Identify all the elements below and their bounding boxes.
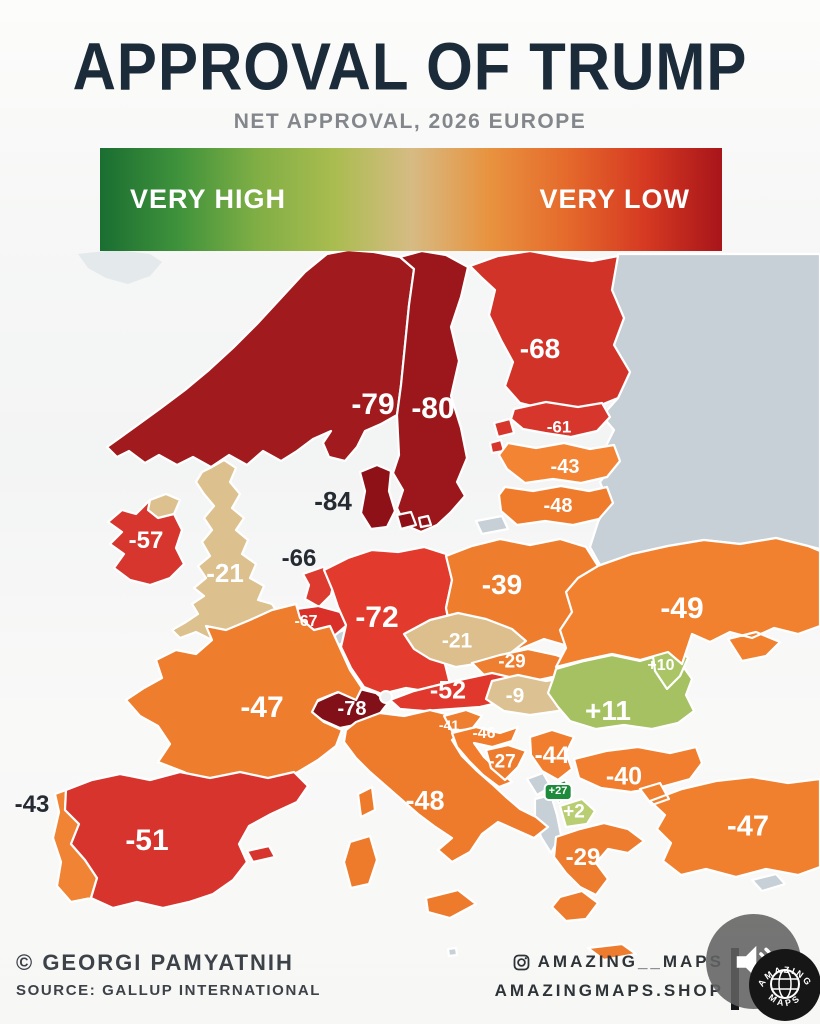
page-title: APPROVAL OF TRUMP (72, 29, 748, 105)
data-source: SOURCE: GALLUP INTERNATIONAL (16, 982, 322, 999)
country-italy (342, 708, 550, 920)
country-north-macedonia (558, 797, 597, 829)
website-text: AMAZINGMAPS.SHOP (494, 981, 724, 1000)
country-croatia (450, 725, 520, 789)
social-links: AMAZING__MAPS AMAZINGMAPS.SHOP (495, 952, 724, 1001)
color-scale-legend: VERY HIGH VERY LOW (100, 148, 722, 251)
country-slovenia (442, 708, 484, 733)
country-ukraine (554, 536, 820, 669)
country-france (124, 602, 364, 788)
country-greece (550, 821, 646, 962)
instagram-handle-text: AMAZING__MAPS (537, 952, 724, 971)
malta (446, 946, 459, 958)
liechtenstein-marker (379, 690, 393, 704)
country-czechia (402, 611, 528, 669)
page-subtitle: NET APPROVAL, 2026 EUROPE (233, 110, 587, 133)
country-turkey (638, 775, 820, 879)
country-bosnia (484, 743, 528, 782)
legend-very-low-label: VERY LOW (539, 184, 690, 214)
cyprus (750, 872, 787, 893)
russia-belarus-landmass (588, 252, 820, 567)
country-lithuania (497, 484, 615, 527)
country-bulgaria (572, 745, 704, 794)
author-credit: © GEORGI PAMYATNIH (16, 950, 294, 975)
country-sweden (391, 249, 470, 534)
legend-very-high-label: VERY HIGH (130, 184, 287, 214)
kaliningrad (474, 514, 510, 536)
amazing-maps-globe-logo: AMAZING MAPS (749, 949, 820, 1021)
instagram-handle: AMAZING__MAPS (495, 952, 724, 972)
country-finland (468, 249, 632, 415)
country-latvia (497, 441, 622, 485)
montenegro (525, 771, 553, 797)
country-denmark (358, 463, 433, 531)
country-serbia (528, 728, 576, 782)
country-norway (105, 248, 416, 469)
instagram-icon (513, 954, 530, 970)
country-estonia (488, 400, 612, 455)
iceland-fragment (78, 250, 162, 284)
country-spain (63, 770, 310, 910)
